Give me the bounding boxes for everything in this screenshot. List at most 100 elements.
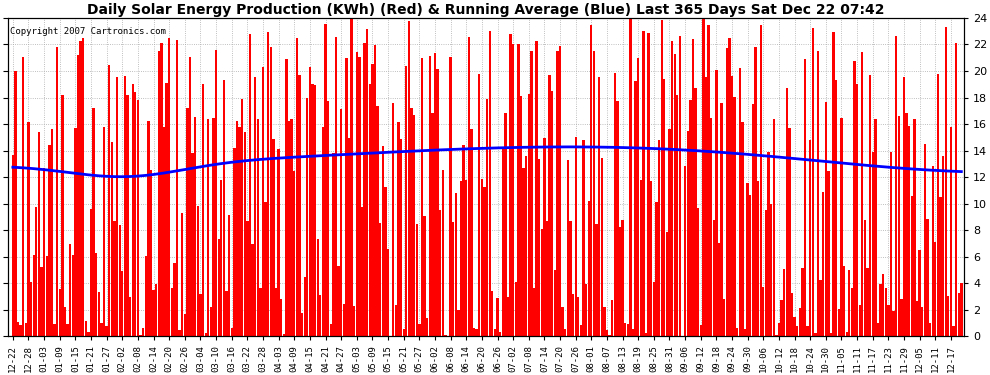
Bar — [898, 116, 900, 336]
Bar — [544, 138, 545, 336]
Bar — [538, 159, 541, 336]
Bar — [478, 74, 480, 336]
Bar — [734, 97, 736, 336]
Bar — [627, 324, 629, 336]
Bar — [877, 322, 879, 336]
Bar — [137, 100, 140, 336]
Bar — [850, 288, 853, 336]
Bar — [660, 20, 663, 336]
Bar — [309, 67, 311, 336]
Bar — [665, 232, 668, 336]
Bar — [202, 84, 204, 336]
Bar — [697, 209, 699, 336]
Bar — [340, 108, 343, 336]
Bar — [713, 220, 715, 336]
Bar — [684, 166, 686, 336]
Bar — [298, 75, 301, 336]
Bar — [244, 132, 246, 336]
Bar — [223, 80, 225, 336]
Bar — [955, 43, 957, 336]
Bar — [772, 119, 775, 336]
Bar — [264, 202, 266, 336]
Bar — [572, 294, 574, 336]
Bar — [504, 113, 507, 336]
Bar — [197, 206, 199, 336]
Bar — [762, 286, 764, 336]
Bar — [241, 99, 244, 336]
Bar — [113, 221, 116, 336]
Bar — [41, 267, 43, 336]
Bar — [488, 30, 491, 336]
Bar — [416, 224, 418, 336]
Bar — [317, 239, 319, 336]
Bar — [523, 168, 525, 336]
Bar — [887, 305, 890, 336]
Bar — [142, 328, 145, 336]
Bar — [33, 255, 35, 336]
Bar — [103, 127, 105, 336]
Bar — [465, 180, 467, 336]
Bar — [61, 95, 63, 336]
Bar — [486, 99, 488, 336]
Bar — [786, 88, 788, 336]
Bar — [828, 171, 830, 336]
Bar — [644, 333, 647, 336]
Bar — [353, 306, 355, 336]
Bar — [82, 38, 84, 336]
Bar — [304, 277, 306, 336]
Bar — [346, 58, 347, 336]
Bar — [809, 140, 812, 336]
Bar — [49, 145, 50, 336]
Bar — [541, 230, 543, 336]
Bar — [668, 129, 670, 336]
Bar — [371, 64, 373, 336]
Bar — [721, 103, 723, 336]
Bar — [944, 27, 946, 336]
Bar — [234, 148, 236, 336]
Bar — [366, 30, 368, 336]
Bar — [900, 298, 903, 336]
Bar — [927, 219, 929, 336]
Bar — [259, 288, 261, 336]
Bar — [330, 324, 332, 336]
Bar — [411, 108, 413, 336]
Bar — [601, 158, 603, 336]
Bar — [275, 288, 277, 336]
Bar — [723, 298, 726, 336]
Bar — [149, 170, 152, 336]
Bar — [355, 53, 358, 336]
Bar — [84, 321, 87, 336]
Bar — [689, 100, 691, 336]
Bar — [424, 216, 426, 336]
Bar — [582, 140, 585, 336]
Bar — [861, 52, 863, 336]
Bar — [793, 317, 796, 336]
Bar — [28, 122, 30, 336]
Bar — [199, 294, 202, 336]
Bar — [566, 159, 569, 336]
Bar — [215, 50, 217, 336]
Bar — [517, 44, 520, 336]
Bar — [908, 126, 911, 336]
Bar — [176, 40, 178, 336]
Bar — [296, 38, 298, 336]
Bar — [20, 325, 22, 336]
Bar — [181, 213, 183, 336]
Bar — [507, 297, 509, 336]
Bar — [66, 324, 68, 336]
Title: Daily Solar Energy Production (KWh) (Red) & Running Average (Blue) Last 365 Days: Daily Solar Energy Production (KWh) (Red… — [87, 3, 884, 17]
Bar — [499, 332, 501, 336]
Bar — [890, 152, 892, 336]
Bar — [671, 42, 673, 336]
Bar — [778, 322, 780, 336]
Bar — [937, 74, 940, 336]
Bar — [301, 313, 303, 336]
Bar — [251, 244, 253, 336]
Bar — [775, 334, 777, 336]
Bar — [368, 84, 371, 336]
Bar — [170, 288, 173, 336]
Bar — [236, 120, 239, 336]
Bar — [239, 128, 241, 336]
Bar — [470, 129, 472, 336]
Bar — [228, 215, 231, 336]
